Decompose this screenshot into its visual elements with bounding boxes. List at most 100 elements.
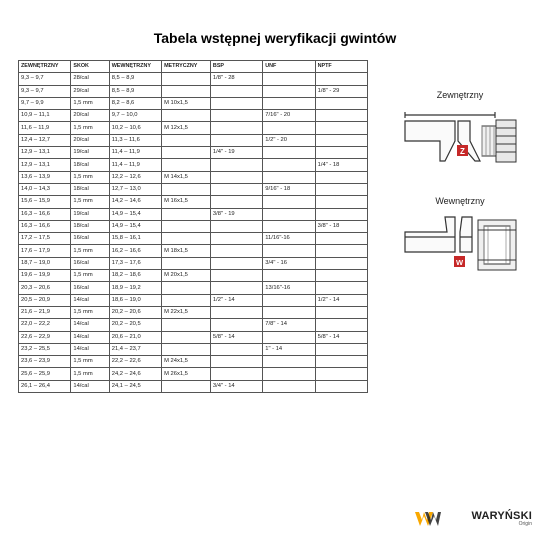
table-row: 14,0 – 14,318/cal12,7 – 13,09/16" - 18 — [19, 183, 368, 195]
table-cell: 1,5 mm — [71, 368, 109, 380]
table-cell — [210, 85, 262, 97]
table-cell — [315, 97, 367, 109]
table-cell — [162, 208, 211, 220]
table-cell: 5/8" - 14 — [210, 331, 262, 343]
table-cell: 14/cal — [71, 380, 109, 392]
table-cell: 16,2 – 16,6 — [109, 245, 161, 257]
table-cell: 14/cal — [71, 343, 109, 355]
table-cell: 18/cal — [71, 220, 109, 232]
table-row: 22,6 – 22,914/cal20,6 – 21,05/8" - 145/8… — [19, 331, 368, 343]
table-cell — [315, 356, 367, 368]
table-cell — [210, 356, 262, 368]
table-cell: 3/4" - 16 — [263, 257, 315, 269]
table-cell — [210, 110, 262, 122]
table-cell — [210, 270, 262, 282]
table-row: 9,3 – 9,729/cal8,5 – 8,91/8" - 29 — [19, 85, 368, 97]
table-cell — [263, 85, 315, 97]
table-cell — [263, 208, 315, 220]
table-cell — [210, 196, 262, 208]
table-cell: M 24x1,5 — [162, 356, 211, 368]
table-cell — [315, 171, 367, 183]
table-cell: 14,9 – 15,4 — [109, 208, 161, 220]
table-cell: 19,6 – 19,9 — [19, 270, 71, 282]
table-cell: 20,3 – 20,6 — [19, 282, 71, 294]
table-cell: 9,3 – 9,7 — [19, 73, 71, 85]
table-cell: 1,5 mm — [71, 356, 109, 368]
svg-text:Z: Z — [460, 147, 465, 156]
table-cell — [315, 233, 367, 245]
table-row: 15,6 – 15,91,5 mm14,2 – 14,6M 16x1,5 — [19, 196, 368, 208]
table-cell — [210, 220, 262, 232]
table-cell: M 26x1,5 — [162, 368, 211, 380]
col-header: METRYCZNY — [162, 61, 211, 73]
table-cell — [162, 282, 211, 294]
table-cell — [263, 171, 315, 183]
table-cell — [315, 270, 367, 282]
table-cell — [263, 245, 315, 257]
table-cell — [315, 282, 367, 294]
table-cell: 28/cal — [71, 73, 109, 85]
table-cell — [315, 134, 367, 146]
table-cell: 9,3 – 9,7 — [19, 85, 71, 97]
table-cell: 11,4 – 11,9 — [109, 159, 161, 171]
table-cell: 12,2 – 12,6 — [109, 171, 161, 183]
table-cell: 18,6 – 19,0 — [109, 294, 161, 306]
table-row: 26,1 – 26,414/cal24,1 – 24,53/4" - 14 — [19, 380, 368, 392]
table-cell — [263, 356, 315, 368]
table-cell: 9,7 – 9,9 — [19, 97, 71, 109]
table-cell — [315, 245, 367, 257]
table-cell — [315, 368, 367, 380]
table-cell — [210, 282, 262, 294]
table-cell — [315, 306, 367, 318]
table-cell — [210, 343, 262, 355]
table-cell: 8,2 – 8,6 — [109, 97, 161, 109]
table-cell: M 12x1,5 — [162, 122, 211, 134]
table-cell — [315, 380, 367, 392]
table-cell: M 20x1,5 — [162, 270, 211, 282]
table-cell: 1" - 14 — [263, 343, 315, 355]
table-row: 11,6 – 11,91,5 mm10,2 – 10,6M 12x1,5 — [19, 122, 368, 134]
table-cell: 10,2 – 10,6 — [109, 122, 161, 134]
table-cell: 18,9 – 19,2 — [109, 282, 161, 294]
table-cell: 1,5 mm — [71, 122, 109, 134]
table-cell: 22,0 – 22,2 — [19, 319, 71, 331]
table-cell: 17,6 – 17,9 — [19, 245, 71, 257]
table-cell — [263, 97, 315, 109]
table-cell — [315, 196, 367, 208]
diagram-inner: Wewnętrzny W — [388, 196, 532, 282]
table-cell: 22,2 – 22,6 — [109, 356, 161, 368]
table-row: 17,6 – 17,91,5 mm16,2 – 16,6M 18x1,5 — [19, 245, 368, 257]
col-header: WEWNĘTRZNY — [109, 61, 161, 73]
table-row: 20,3 – 20,616/cal18,9 – 19,213/16"-16 — [19, 282, 368, 294]
table-cell — [315, 73, 367, 85]
table-cell: 11,3 – 11,6 — [109, 134, 161, 146]
table-cell: M 14x1,5 — [162, 171, 211, 183]
table-cell: 20/cal — [71, 134, 109, 146]
table-cell — [263, 368, 315, 380]
table-cell — [315, 183, 367, 195]
table-cell — [162, 134, 211, 146]
table-cell — [315, 208, 367, 220]
table-cell: M 22x1,5 — [162, 306, 211, 318]
table-cell: 20,6 – 21,0 — [109, 331, 161, 343]
diagram-inner-label: Wewnętrzny — [388, 196, 532, 206]
table-cell — [263, 270, 315, 282]
table-cell: 3/8" - 19 — [210, 208, 262, 220]
table-cell: 9/16" - 18 — [263, 183, 315, 195]
table-cell — [315, 110, 367, 122]
col-header: ZEWNĘTRZNY — [19, 61, 71, 73]
table-cell — [162, 319, 211, 331]
table-cell: 20,2 – 20,5 — [109, 319, 161, 331]
table-cell — [162, 233, 211, 245]
table-cell — [162, 380, 211, 392]
table-cell: 1,5 mm — [71, 196, 109, 208]
table-cell: 22,6 – 22,9 — [19, 331, 71, 343]
table-cell: 16,3 – 16,6 — [19, 220, 71, 232]
table-cell: 11/16"-16 — [263, 233, 315, 245]
warynski-mark-icon — [415, 510, 441, 528]
table-cell — [162, 183, 211, 195]
table-cell — [210, 183, 262, 195]
table-row: 13,6 – 13,91,5 mm12,2 – 12,6M 14x1,5 — [19, 171, 368, 183]
table-row: 18,7 – 19,016/cal17,3 – 17,63/4" - 16 — [19, 257, 368, 269]
table-cell — [162, 331, 211, 343]
